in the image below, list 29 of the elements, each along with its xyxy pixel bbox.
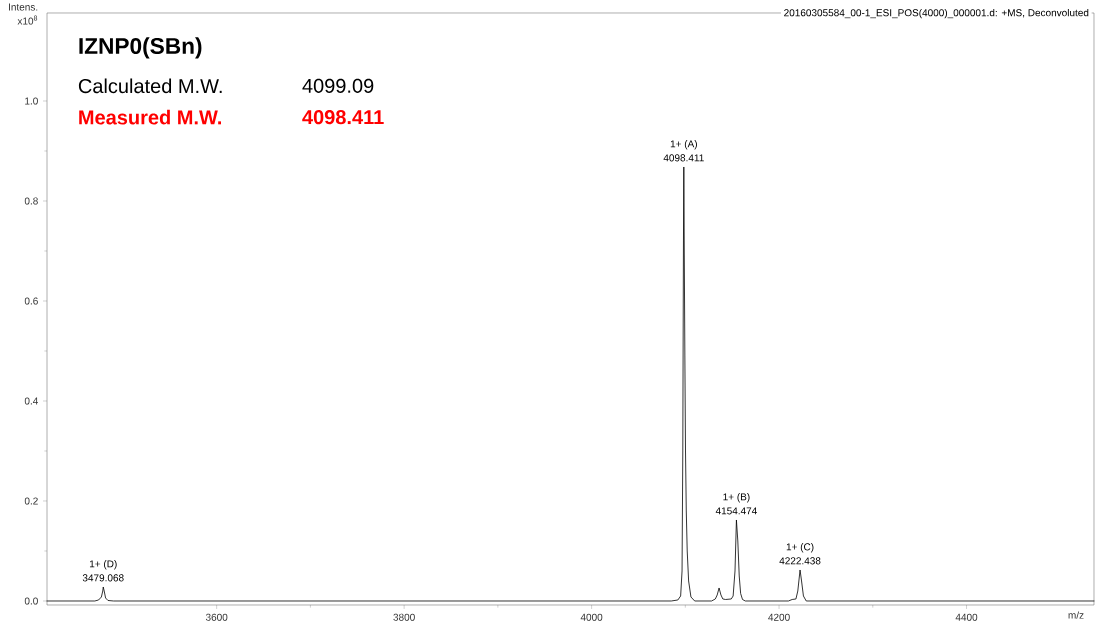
annotation: 4099.09 — [302, 78, 374, 93]
annotation: 4222.438 — [779, 557, 821, 565]
annotation: 4154.474 — [715, 507, 757, 515]
y-tick-label: 0.2 — [24, 497, 38, 505]
y-tick-label: 0.0 — [24, 597, 38, 605]
y-tick-label: 0.4 — [24, 397, 39, 405]
text: x10$^{8}$ — [17, 15, 38, 25]
x-tick-label: 3600 — [205, 613, 228, 621]
annotation: 1+ (D) — [89, 560, 117, 570]
annotation: 20160305584_00-1_ESI_POS(4000)_000001.d: +MS, Deconvoluted — [784, 8, 1089, 19]
annotation: 4098.411 — [663, 154, 704, 162]
x-axis-title: m/z — [1068, 611, 1084, 619]
x-tick-label: 4200 — [768, 613, 790, 621]
annotation: 1+ (A) — [670, 140, 697, 150]
annotation: Calculated M.W. — [78, 78, 222, 94]
y-tick-label: 0.6 — [24, 297, 38, 305]
x-tick-label: 4000 — [580, 613, 603, 621]
x-tick-label: 4400 — [955, 613, 978, 621]
x-tick-label: 3800 — [393, 613, 415, 621]
annotation: Measured M.W. — [79, 109, 221, 125]
annotation: 3479.068 — [82, 574, 124, 582]
y-tick-label: 1.0 — [25, 97, 38, 105]
annotation: 1+ (B) — [723, 493, 750, 503]
text: IZNP0(SBn) — [79, 37, 202, 59]
y-tick-label: 0.8 — [24, 197, 38, 205]
y-axis-title: Intens. — [9, 3, 38, 11]
line-series — [46, 166, 1095, 602]
annotation: 4098.411 — [302, 110, 384, 125]
annotation: 1+ (C) — [786, 543, 814, 553]
